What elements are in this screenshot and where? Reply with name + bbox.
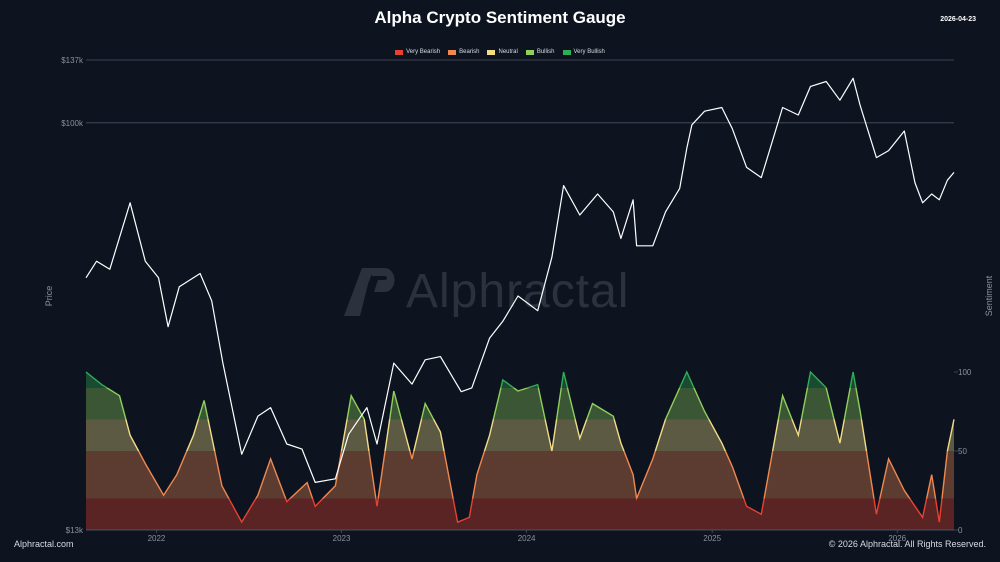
legend-swatch-very-bearish — [395, 49, 404, 55]
legend-label: Bullish — [536, 49, 555, 55]
y2-tick-label: 0 — [958, 526, 963, 535]
x-tick-label: 2024 — [518, 534, 536, 543]
legend: Very Bearish Bearish Neutral Bullish Ver… — [0, 49, 1000, 55]
legend-label: Very Bullish — [573, 49, 605, 55]
x-tick-label: 2026 — [888, 534, 906, 543]
legend-item-very-bullish[interactable]: Very Bullish — [562, 49, 605, 55]
x-tick-label: 2022 — [148, 534, 166, 543]
footer-copyright: © 2026 Alphractal. All Rights Reserved. — [828, 539, 986, 549]
legend-item-bullish[interactable]: Bullish — [525, 49, 555, 55]
y2-tick-label: 100 — [958, 368, 972, 377]
legend-item-neutral[interactable]: Neutral — [487, 49, 518, 55]
sentiment-line — [85, 370, 955, 524]
legend-label: Bearish — [459, 49, 480, 55]
y-tick-label: $13k — [66, 526, 84, 535]
chart-title: Alpha Crypto Sentiment Gauge — [374, 8, 626, 27]
legend-swatch-bearish — [448, 49, 457, 55]
legend-swatch-neutral — [487, 49, 496, 55]
y-tick-label: $137k — [61, 56, 84, 65]
y2-tick-label: 50 — [958, 447, 967, 456]
x-tick-label: 2025 — [703, 534, 721, 543]
legend-label: Very Bearish — [406, 49, 441, 55]
legend-item-bearish[interactable]: Bearish — [448, 49, 479, 55]
date-stamp: 2026-04-23 — [940, 16, 976, 23]
legend-swatch-bullish — [525, 49, 534, 55]
legend-label: Neutral — [498, 49, 518, 55]
price-line — [85, 77, 955, 483]
legend-item-very-bearish[interactable]: Very Bearish — [395, 49, 440, 55]
y-tick-label: $100k — [61, 119, 84, 128]
x-tick-label: 2023 — [333, 534, 351, 543]
footer-source: Alphractal.com — [14, 539, 74, 549]
sentiment-area — [86, 372, 954, 530]
legend-swatch-very-bullish — [562, 49, 571, 55]
